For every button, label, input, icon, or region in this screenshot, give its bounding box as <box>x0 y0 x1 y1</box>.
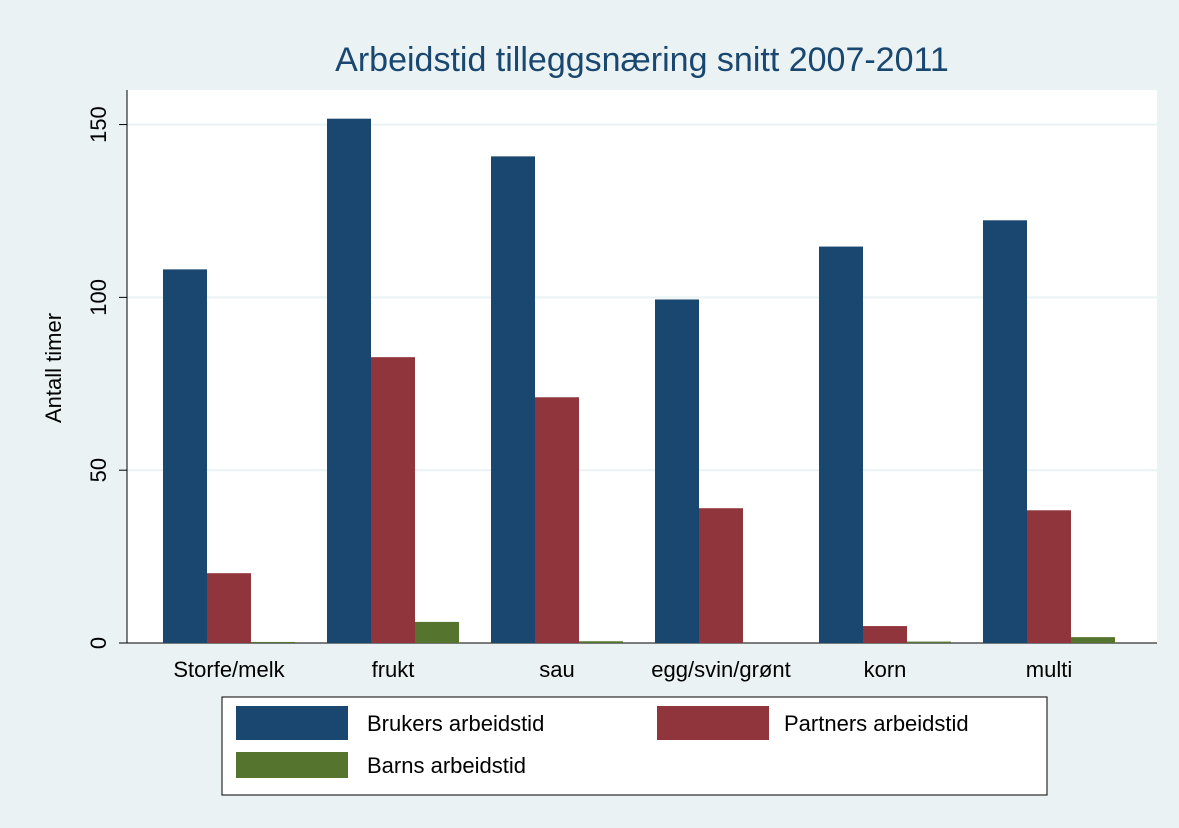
bar <box>863 626 907 643</box>
bar <box>1071 637 1115 643</box>
x-tick-label: egg/svin/grønt <box>651 657 790 682</box>
legend-swatch <box>657 706 769 740</box>
bar <box>907 641 951 643</box>
x-tick-label: multi <box>1026 657 1072 682</box>
bar <box>579 641 623 643</box>
bar <box>251 641 295 643</box>
y-tick-label: 0 <box>86 637 111 649</box>
x-tick-label: sau <box>539 657 574 682</box>
bar <box>207 573 251 643</box>
y-tick-label: 150 <box>86 106 111 143</box>
bar <box>699 508 743 643</box>
legend-swatch <box>236 706 348 740</box>
bar <box>415 621 459 643</box>
x-tick-label: korn <box>864 657 907 682</box>
x-tick-label: frukt <box>372 657 415 682</box>
legend-swatch <box>236 752 348 778</box>
bar <box>491 156 535 644</box>
bar <box>371 357 415 643</box>
legend-label: Partners arbeidstid <box>784 711 969 736</box>
bar <box>163 269 207 643</box>
legend-label: Brukers arbeidstid <box>367 711 544 736</box>
bar <box>983 220 1027 643</box>
bar <box>327 118 371 643</box>
y-tick-label: 100 <box>86 279 111 316</box>
bar <box>1027 510 1071 643</box>
legend-label: Barns arbeidstid <box>367 753 526 778</box>
x-tick-label: Storfe/melk <box>173 657 285 682</box>
bar <box>655 299 699 643</box>
y-axis-title: Antall timer <box>41 313 66 423</box>
bar <box>535 397 579 643</box>
chart-title: Arbeidstid tilleggsnæring snitt 2007-201… <box>335 41 949 79</box>
legend <box>221 696 1048 796</box>
y-tick-label: 50 <box>86 458 111 482</box>
bar <box>819 246 863 644</box>
